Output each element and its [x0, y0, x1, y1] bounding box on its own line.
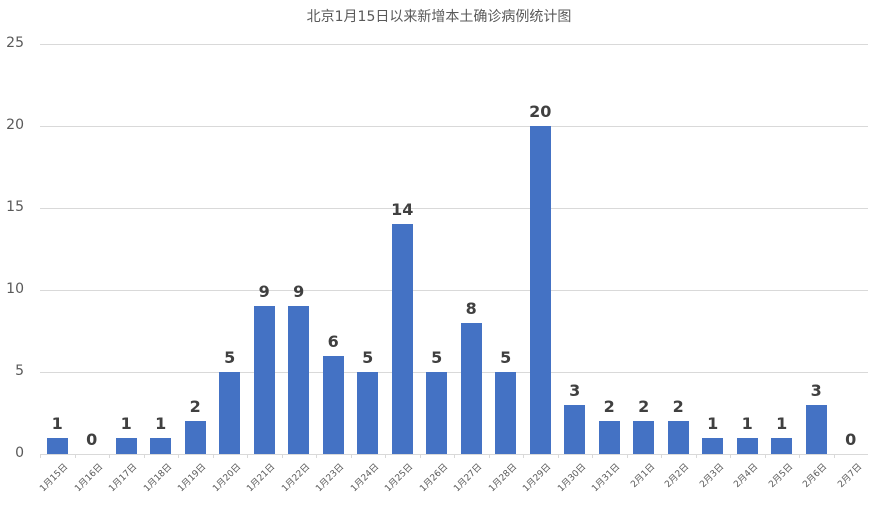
x-tick-mark	[109, 454, 110, 458]
x-tick-mark	[143, 454, 145, 458]
x-tick-mark	[730, 454, 731, 458]
y-tick-label: 0	[15, 445, 24, 461]
bar	[598, 421, 620, 454]
x-tick-mark	[74, 454, 76, 458]
data-label: 14	[391, 200, 414, 220]
data-label: 0	[86, 430, 98, 449]
x-tick-mark	[626, 454, 628, 458]
data-label: 0	[845, 430, 857, 449]
x-tick-mark	[316, 454, 317, 458]
x-tick-mark	[557, 454, 559, 458]
x-tick-mark	[592, 454, 593, 458]
chart-title: 北京1月15日以来新增本土确诊病例统计图	[306, 9, 572, 25]
data-label: 2	[638, 397, 650, 417]
x-tick-mark	[833, 454, 835, 458]
bar	[529, 126, 551, 454]
data-label: 5	[224, 348, 236, 367]
data-label: 1	[155, 413, 167, 433]
gridline	[40, 372, 868, 373]
x-tick-mark	[695, 454, 697, 458]
bar	[771, 437, 793, 454]
bar	[322, 355, 344, 454]
bar	[391, 224, 413, 454]
x-tick-mark	[454, 454, 455, 458]
data-label: 1	[776, 413, 788, 433]
bar	[288, 306, 310, 454]
bar	[357, 372, 379, 454]
bar	[736, 437, 758, 454]
x-tick-mark	[419, 454, 421, 458]
bar	[46, 437, 68, 454]
data-label: 9	[258, 282, 270, 302]
gridline	[40, 290, 868, 291]
data-label: 8	[465, 298, 477, 318]
bar	[564, 404, 586, 454]
x-tick-mark	[212, 454, 214, 458]
x-tick-mark	[281, 454, 283, 458]
data-label: 6	[327, 331, 339, 351]
bar	[426, 372, 448, 454]
bar	[633, 421, 655, 454]
x-tick-mark	[385, 454, 386, 458]
y-tick-label: 25	[6, 35, 24, 51]
bar	[460, 322, 482, 454]
data-label: 5	[362, 348, 374, 367]
data-label: 1	[120, 413, 132, 433]
bar	[219, 372, 241, 454]
bar	[805, 404, 827, 454]
x-tick-mark	[523, 454, 524, 458]
data-label: 5	[431, 348, 443, 367]
bar	[150, 437, 172, 454]
bar	[253, 306, 275, 454]
data-label: 20	[529, 102, 552, 121]
bar	[184, 421, 206, 454]
x-tick-mark	[661, 454, 662, 458]
x-tick-mark	[178, 454, 179, 458]
data-label: 1	[707, 413, 719, 433]
bar	[115, 437, 137, 454]
y-tick-label: 10	[6, 281, 24, 297]
data-label: 2	[189, 397, 201, 417]
gridline	[40, 208, 868, 209]
data-label: 1	[51, 413, 63, 433]
data-label: 3	[810, 380, 822, 400]
y-tick-label: 15	[6, 199, 24, 215]
x-tick-mark	[350, 454, 352, 458]
x-tick-mark	[799, 454, 800, 458]
x-tick-mark	[247, 454, 248, 458]
y-tick-label: 5	[15, 363, 24, 379]
gridline	[40, 44, 868, 45]
data-label: 5	[500, 348, 512, 367]
bar	[702, 437, 724, 454]
bar	[495, 372, 517, 454]
x-tick-mark	[764, 454, 766, 458]
data-label: 3	[569, 380, 581, 400]
data-label: 2	[672, 397, 684, 417]
data-label: 9	[293, 282, 305, 302]
x-tick-mark	[40, 454, 41, 458]
data-label: 2	[603, 397, 615, 417]
data-label: 1	[741, 413, 753, 433]
x-tick-mark	[488, 454, 490, 458]
gridline	[40, 126, 868, 127]
y-tick-label: 20	[6, 117, 24, 133]
bar	[667, 421, 689, 454]
